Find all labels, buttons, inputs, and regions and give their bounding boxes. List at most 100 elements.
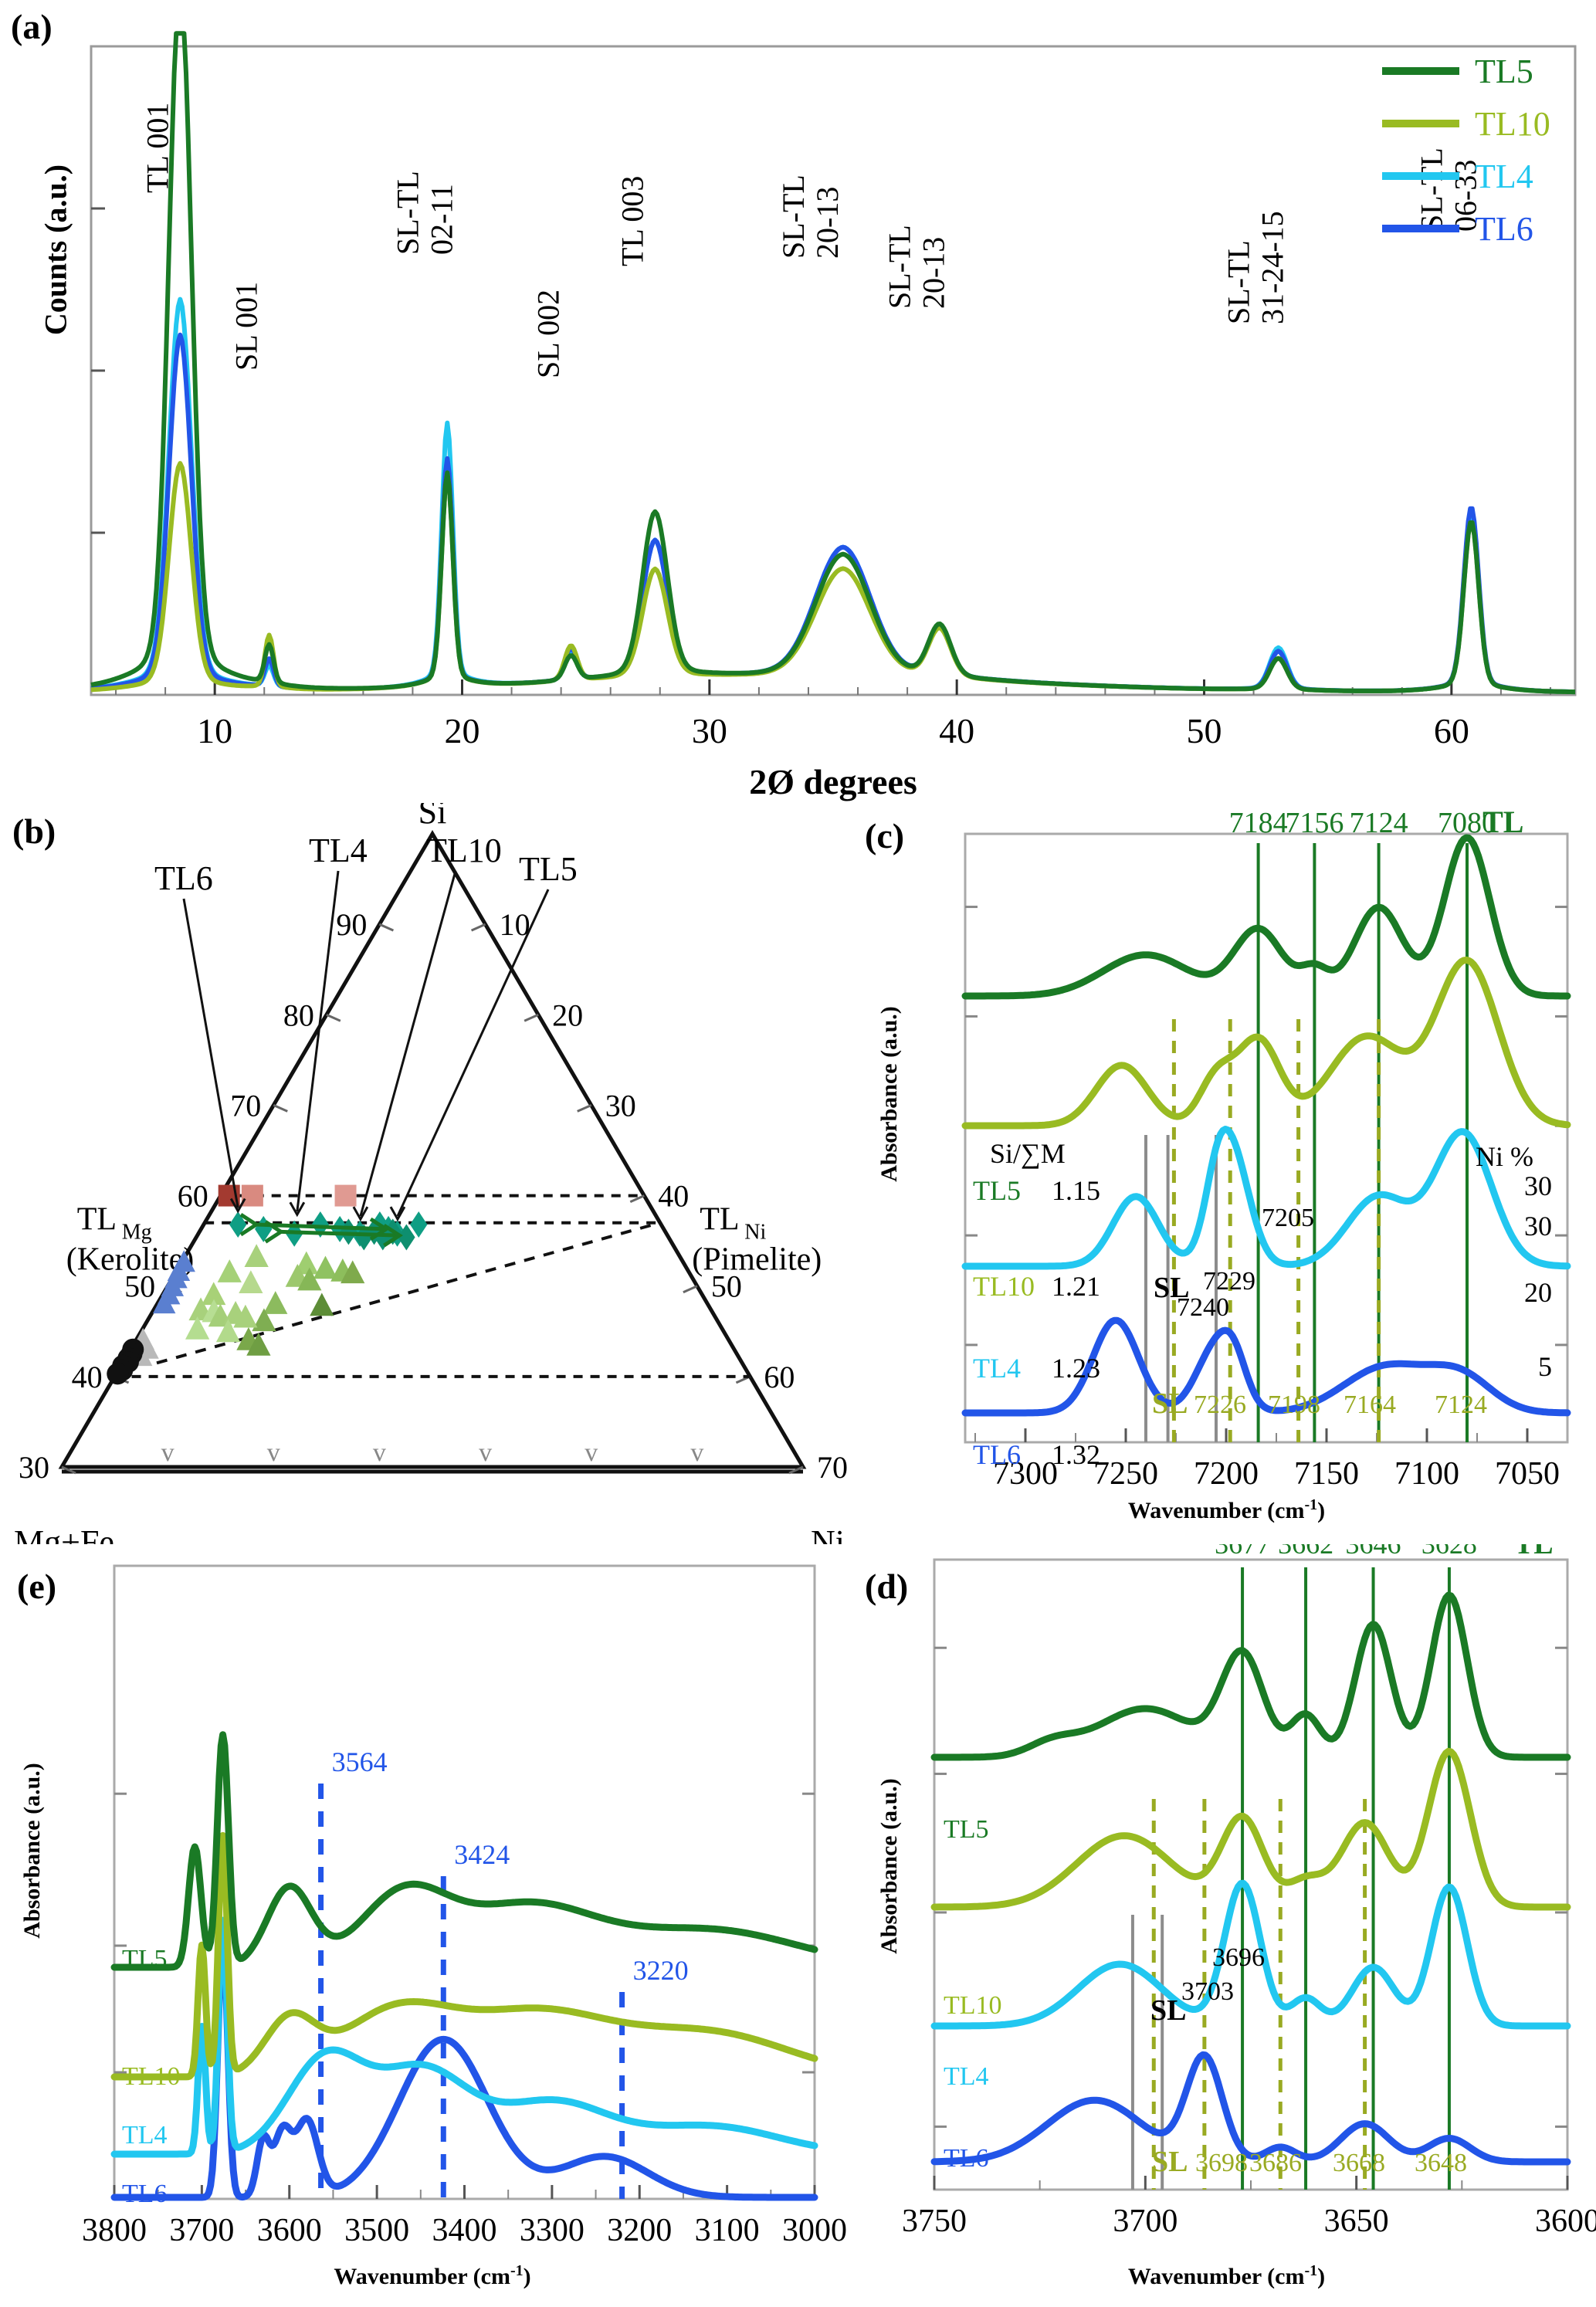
panel-c-xlabel-end: ) <box>1317 1498 1326 1523</box>
panel-c-tl-band-label-7156: 7156 <box>1285 807 1344 839</box>
panel-c-sl-black-7205: 7205 <box>1262 1204 1314 1232</box>
ternary-point-triangle <box>341 1260 365 1284</box>
panel-c-sl-olive-label-7164: 7164 <box>1344 1391 1396 1419</box>
ternary-callout-leader <box>396 889 550 1217</box>
ternary-apex-mgfe: Mg+Fe <box>14 1523 114 1544</box>
panel-c-xlabel-main: Wavenumber (cm <box>1127 1498 1305 1523</box>
ternary-callout-arrow <box>229 1198 246 1214</box>
panel-d-row-label-tl6: TL6 <box>944 2144 989 2173</box>
panel-c-trace-tl5 <box>961 834 1571 1000</box>
panel-a-peak-label: 06-33 <box>1448 160 1482 232</box>
ternary-point-triangle <box>313 1255 338 1279</box>
panel-d-trace-tl5 <box>930 1591 1571 1761</box>
panel-e-xtick-label: 3100 <box>695 2213 760 2248</box>
panel-c-ni-value: 30 <box>1524 1211 1552 1242</box>
panel-d-xlabel-end: ) <box>1317 2264 1326 2289</box>
panel-c-trace-tl10 <box>961 956 1571 1130</box>
panel-c-row-sim-tl10: 1.21 <box>1052 1271 1100 1302</box>
panel-a-peak-label: SL-TL <box>1222 240 1256 324</box>
panel-c-frame <box>964 832 1569 1444</box>
ternary-bottom-tick: v <box>267 1438 280 1467</box>
ternary-point-triangle <box>252 1308 276 1332</box>
ternary-point-diamond <box>398 1224 415 1251</box>
panel-e-xtick-label: 3400 <box>432 2213 497 2248</box>
ternary-point-diamond <box>365 1218 383 1245</box>
panel-e-ylabel: Absorbance (a.u.) <box>19 1763 45 1939</box>
panel-e-xtick-label: 3000 <box>782 2213 847 2248</box>
panel-a-xtick-label: 10 <box>197 711 232 750</box>
ternary-point-diamond <box>355 1224 373 1251</box>
panel-e-xtick-label: 3700 <box>169 2213 234 2248</box>
panel-e-row-label-tl5: TL5 <box>122 1945 168 1973</box>
panel-d-sl-label-black: SL <box>1150 1994 1186 2027</box>
ternary-right-tick-label: 30 <box>605 1088 636 1123</box>
panel-e-xlabel-sup: -1 <box>510 2262 524 2279</box>
ternary-label-tlmg: TL <box>77 1202 117 1238</box>
panel-d-trace-tl10 <box>930 1747 1571 1911</box>
ternary-point-triangle <box>202 1282 226 1306</box>
panel-a-trace-tl10 <box>90 461 1576 695</box>
panel-d-sl-olive-label-3668: 3668 <box>1333 2149 1385 2177</box>
panel-d-plot: 3750 3700 3650 3600 3677 3662 3646 3628 TL TL5 TL1… <box>902 1544 1596 2239</box>
panel-a-peak-label: SL 002 <box>530 290 565 378</box>
panel-c-si-m-header: Si/∑M <box>990 1138 1066 1169</box>
ternary-arrow-head <box>264 1220 285 1244</box>
panel-c-tl-band-label-7080: 7080 <box>1438 807 1496 839</box>
panel-c-sl-label-black: SL <box>1154 1272 1189 1304</box>
ternary-point-triangle <box>294 1251 319 1275</box>
ternary-left-tick-label: 40 <box>72 1360 103 1394</box>
ternary-callout-tl6: TL6 <box>154 859 213 897</box>
ternary-left-tick-label: 70 <box>230 1088 261 1123</box>
ternary-left-tick-label: 50 <box>124 1269 155 1304</box>
panel-c-tl-band-label-7124: 7124 <box>1350 807 1408 839</box>
ternary-left-tick <box>378 923 395 932</box>
ternary-bottom-tick: v <box>585 1438 598 1467</box>
panel-c-sl-olive-label-7198: 7198 <box>1268 1391 1320 1419</box>
ternary-dash-trend <box>156 1221 661 1365</box>
panel-c-row-sim-tl5: 1.15 <box>1052 1175 1100 1206</box>
panel-a-xtick-label: 20 <box>445 711 480 750</box>
panel-d-tl-band-label-3646: 3646 <box>1346 1544 1401 1560</box>
ternary-arrow-head <box>369 1217 390 1242</box>
panel-e-trace-tl4 <box>110 1916 818 2158</box>
panel-a-peak-label: 20-13 <box>810 187 845 259</box>
panel-c-sl-black-7229: 7229 <box>1203 1267 1255 1296</box>
ternary-left-tick-label: 90 <box>336 907 367 942</box>
panel-c-ni-value: 20 <box>1524 1277 1552 1308</box>
panel-e: (e) Absorbance (a.u.) 3800 3700 3600 3500 34… <box>0 1544 857 2307</box>
ternary-right-tick <box>524 1013 539 1022</box>
ternary-right-tick-label: 40 <box>658 1179 689 1214</box>
panel-e-xtick-label: 3500 <box>344 2213 409 2248</box>
ternary-point-diamond <box>255 1215 273 1242</box>
panel-a: (a) Counts (a.u.) 10 20 30 40 50 60 2Ø degrees… <box>0 0 1596 803</box>
panel-a-xtick-label: 50 <box>1187 711 1222 750</box>
ternary-point-square <box>334 1184 357 1207</box>
ternary-point-triangle <box>239 1270 263 1293</box>
panel-c-xtick-label: 7300 <box>993 1456 1058 1492</box>
panel-d-sl-olive-label-3698: 3698 <box>1195 2149 1248 2177</box>
legend-label-tl10: TL10 <box>1475 105 1550 143</box>
panel-a-peak-label: SL-TL <box>776 174 811 259</box>
ternary-left-tick-label: 30 <box>19 1450 49 1485</box>
panel-c-ni-header: Ni % <box>1476 1141 1533 1172</box>
panel-a-peak-label: 31-24-15 <box>1255 211 1290 324</box>
ternary-outline <box>58 830 807 1469</box>
panel-c-trace-tl6 <box>961 1316 1571 1417</box>
panel-c-sl-label-olive: SL <box>1152 1387 1188 1420</box>
ternary-callout-tl4: TL4 <box>309 832 368 869</box>
ternary-callout-arrow <box>352 1206 369 1222</box>
ternary-bottom-tick: v <box>373 1438 386 1467</box>
panel-c-xtick-label: 7150 <box>1294 1456 1359 1492</box>
ternary-label-pimelite: (Pimelite) <box>692 1242 822 1278</box>
panel-a-xtick-label: 30 <box>692 711 727 750</box>
ternary-point-diamond <box>229 1211 247 1238</box>
ternary-callout-arrow <box>389 1206 406 1222</box>
panel-d-tl-band-label-3677: 3677 <box>1215 1544 1270 1560</box>
panel-e-xlabel-end: ) <box>523 2264 531 2289</box>
panel-d-sl-olive-label-3648: 3648 <box>1415 2149 1467 2177</box>
panel-c-row-label-tl5: TL5 <box>973 1175 1021 1206</box>
panel-c-sl-olive-label-7226: 7226 <box>1194 1391 1246 1419</box>
ternary-left-tick-label: 60 <box>178 1179 208 1214</box>
ternary-right-tick <box>683 1285 698 1294</box>
panel-d-xtick-label: 3600 <box>1535 2204 1596 2239</box>
